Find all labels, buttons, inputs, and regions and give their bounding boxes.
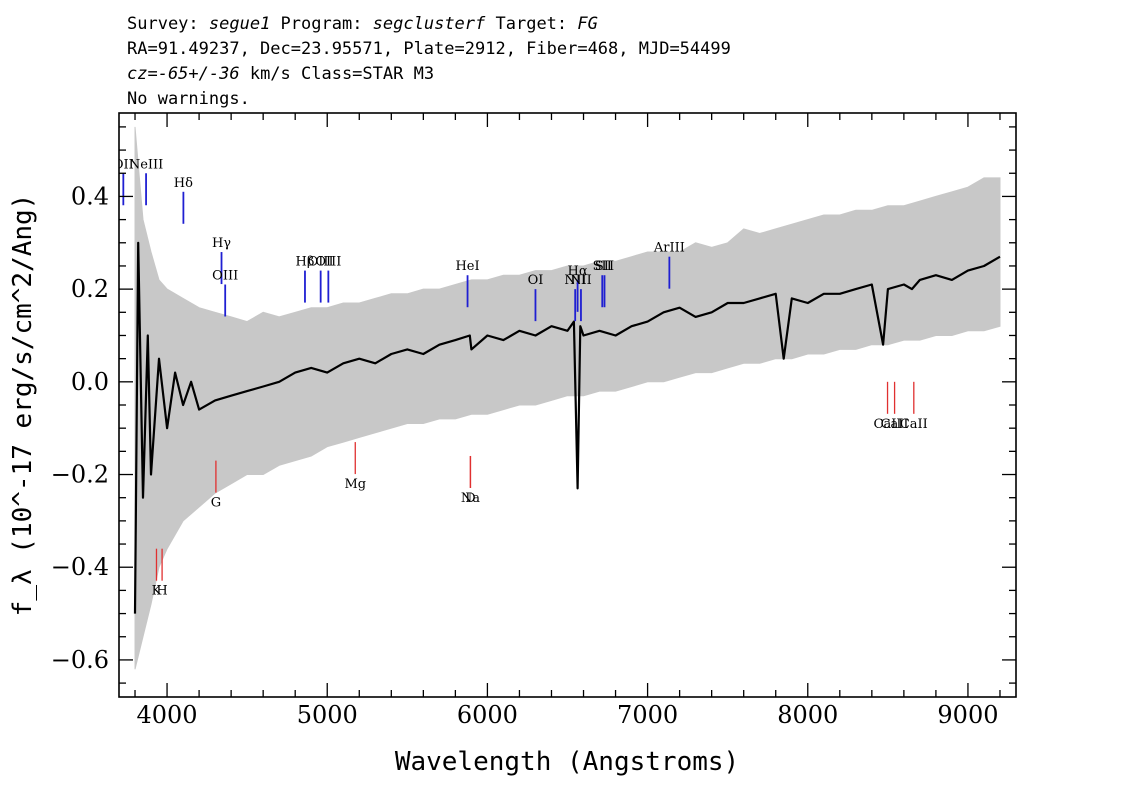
y-axis-title: f_λ (10^-17 erg/s/cm^2/Ang) bbox=[8, 194, 38, 617]
y-tick-label: −0.4 bbox=[51, 553, 109, 581]
emission-line-label: Hβ bbox=[296, 255, 315, 270]
tick-labels: 4000 5000 6000 7000 8000 9000 −0.6 −0.4 −0.2 0.0 0… bbox=[51, 182, 999, 729]
absorption-line-label: CaII bbox=[874, 417, 902, 432]
y-tick-label: 0.2 bbox=[71, 275, 109, 303]
error-band bbox=[134, 126, 1001, 670]
absorption-line-label: D bbox=[465, 491, 475, 506]
x-tick-label: 6000 bbox=[457, 701, 518, 729]
emission-line-label: OI bbox=[528, 273, 544, 288]
x-tick-label: 7000 bbox=[617, 701, 678, 729]
x-tick-label: 8000 bbox=[777, 701, 838, 729]
absorption-line-label: G bbox=[211, 496, 221, 511]
emission-line-label: OII bbox=[113, 157, 134, 172]
header-line-2: RA=91.49237, Dec=23.95571, Plate=2912, F… bbox=[127, 39, 731, 59]
y-tick-label: 0.0 bbox=[71, 368, 109, 396]
emission-line-label: SII bbox=[593, 259, 612, 274]
emission-line-label: OIII bbox=[308, 255, 334, 270]
emission-line-label: ArIII bbox=[653, 241, 685, 256]
y-tick-label: −0.2 bbox=[51, 461, 109, 489]
y-tick-label: 0.4 bbox=[71, 182, 109, 210]
flux-line bbox=[133, 241, 1001, 614]
emission-line-label: NII bbox=[570, 273, 592, 288]
emission-line-label: Hα bbox=[568, 264, 588, 279]
emission-line-label: HeI bbox=[455, 259, 479, 274]
emission-line-label: SII bbox=[595, 259, 614, 274]
emission-line-label: OIII bbox=[315, 255, 341, 270]
absorption-line-label: CaII bbox=[900, 417, 928, 432]
x-tick-label: 5000 bbox=[297, 701, 358, 729]
emission-line-label: Hδ bbox=[174, 176, 193, 191]
x-tick-label: 4000 bbox=[137, 701, 198, 729]
absorption-line-label: Na bbox=[461, 491, 480, 506]
emission-line-label: NeIII bbox=[129, 157, 163, 172]
emission-line-label: Hγ bbox=[212, 236, 231, 251]
absorption-line-label: H bbox=[156, 584, 167, 599]
y-tick-label: −0.6 bbox=[51, 646, 109, 674]
emission-line-label: NII bbox=[564, 273, 586, 288]
header-line-1: Survey: segue1 Program: segclusterf Targ… bbox=[127, 14, 598, 34]
header-line-3: cz=-65+/-36 km/s Class=STAR M3 bbox=[127, 64, 434, 84]
plot-data-area bbox=[133, 126, 1001, 670]
x-axis-title: Wavelength (Angstroms) bbox=[395, 747, 739, 777]
header-line-4: No warnings. bbox=[127, 89, 250, 109]
plot-axes bbox=[118, 112, 1017, 698]
x-tick-label: 9000 bbox=[937, 701, 998, 729]
plot-header: Survey: segue1 Program: segclusterf Targ… bbox=[127, 14, 731, 109]
absorption-line-label: K bbox=[152, 584, 162, 599]
emission-line-label: OIII bbox=[212, 268, 238, 283]
absorption-line-label: Mg bbox=[344, 477, 366, 492]
absorption-line-label: CaII bbox=[881, 417, 909, 432]
